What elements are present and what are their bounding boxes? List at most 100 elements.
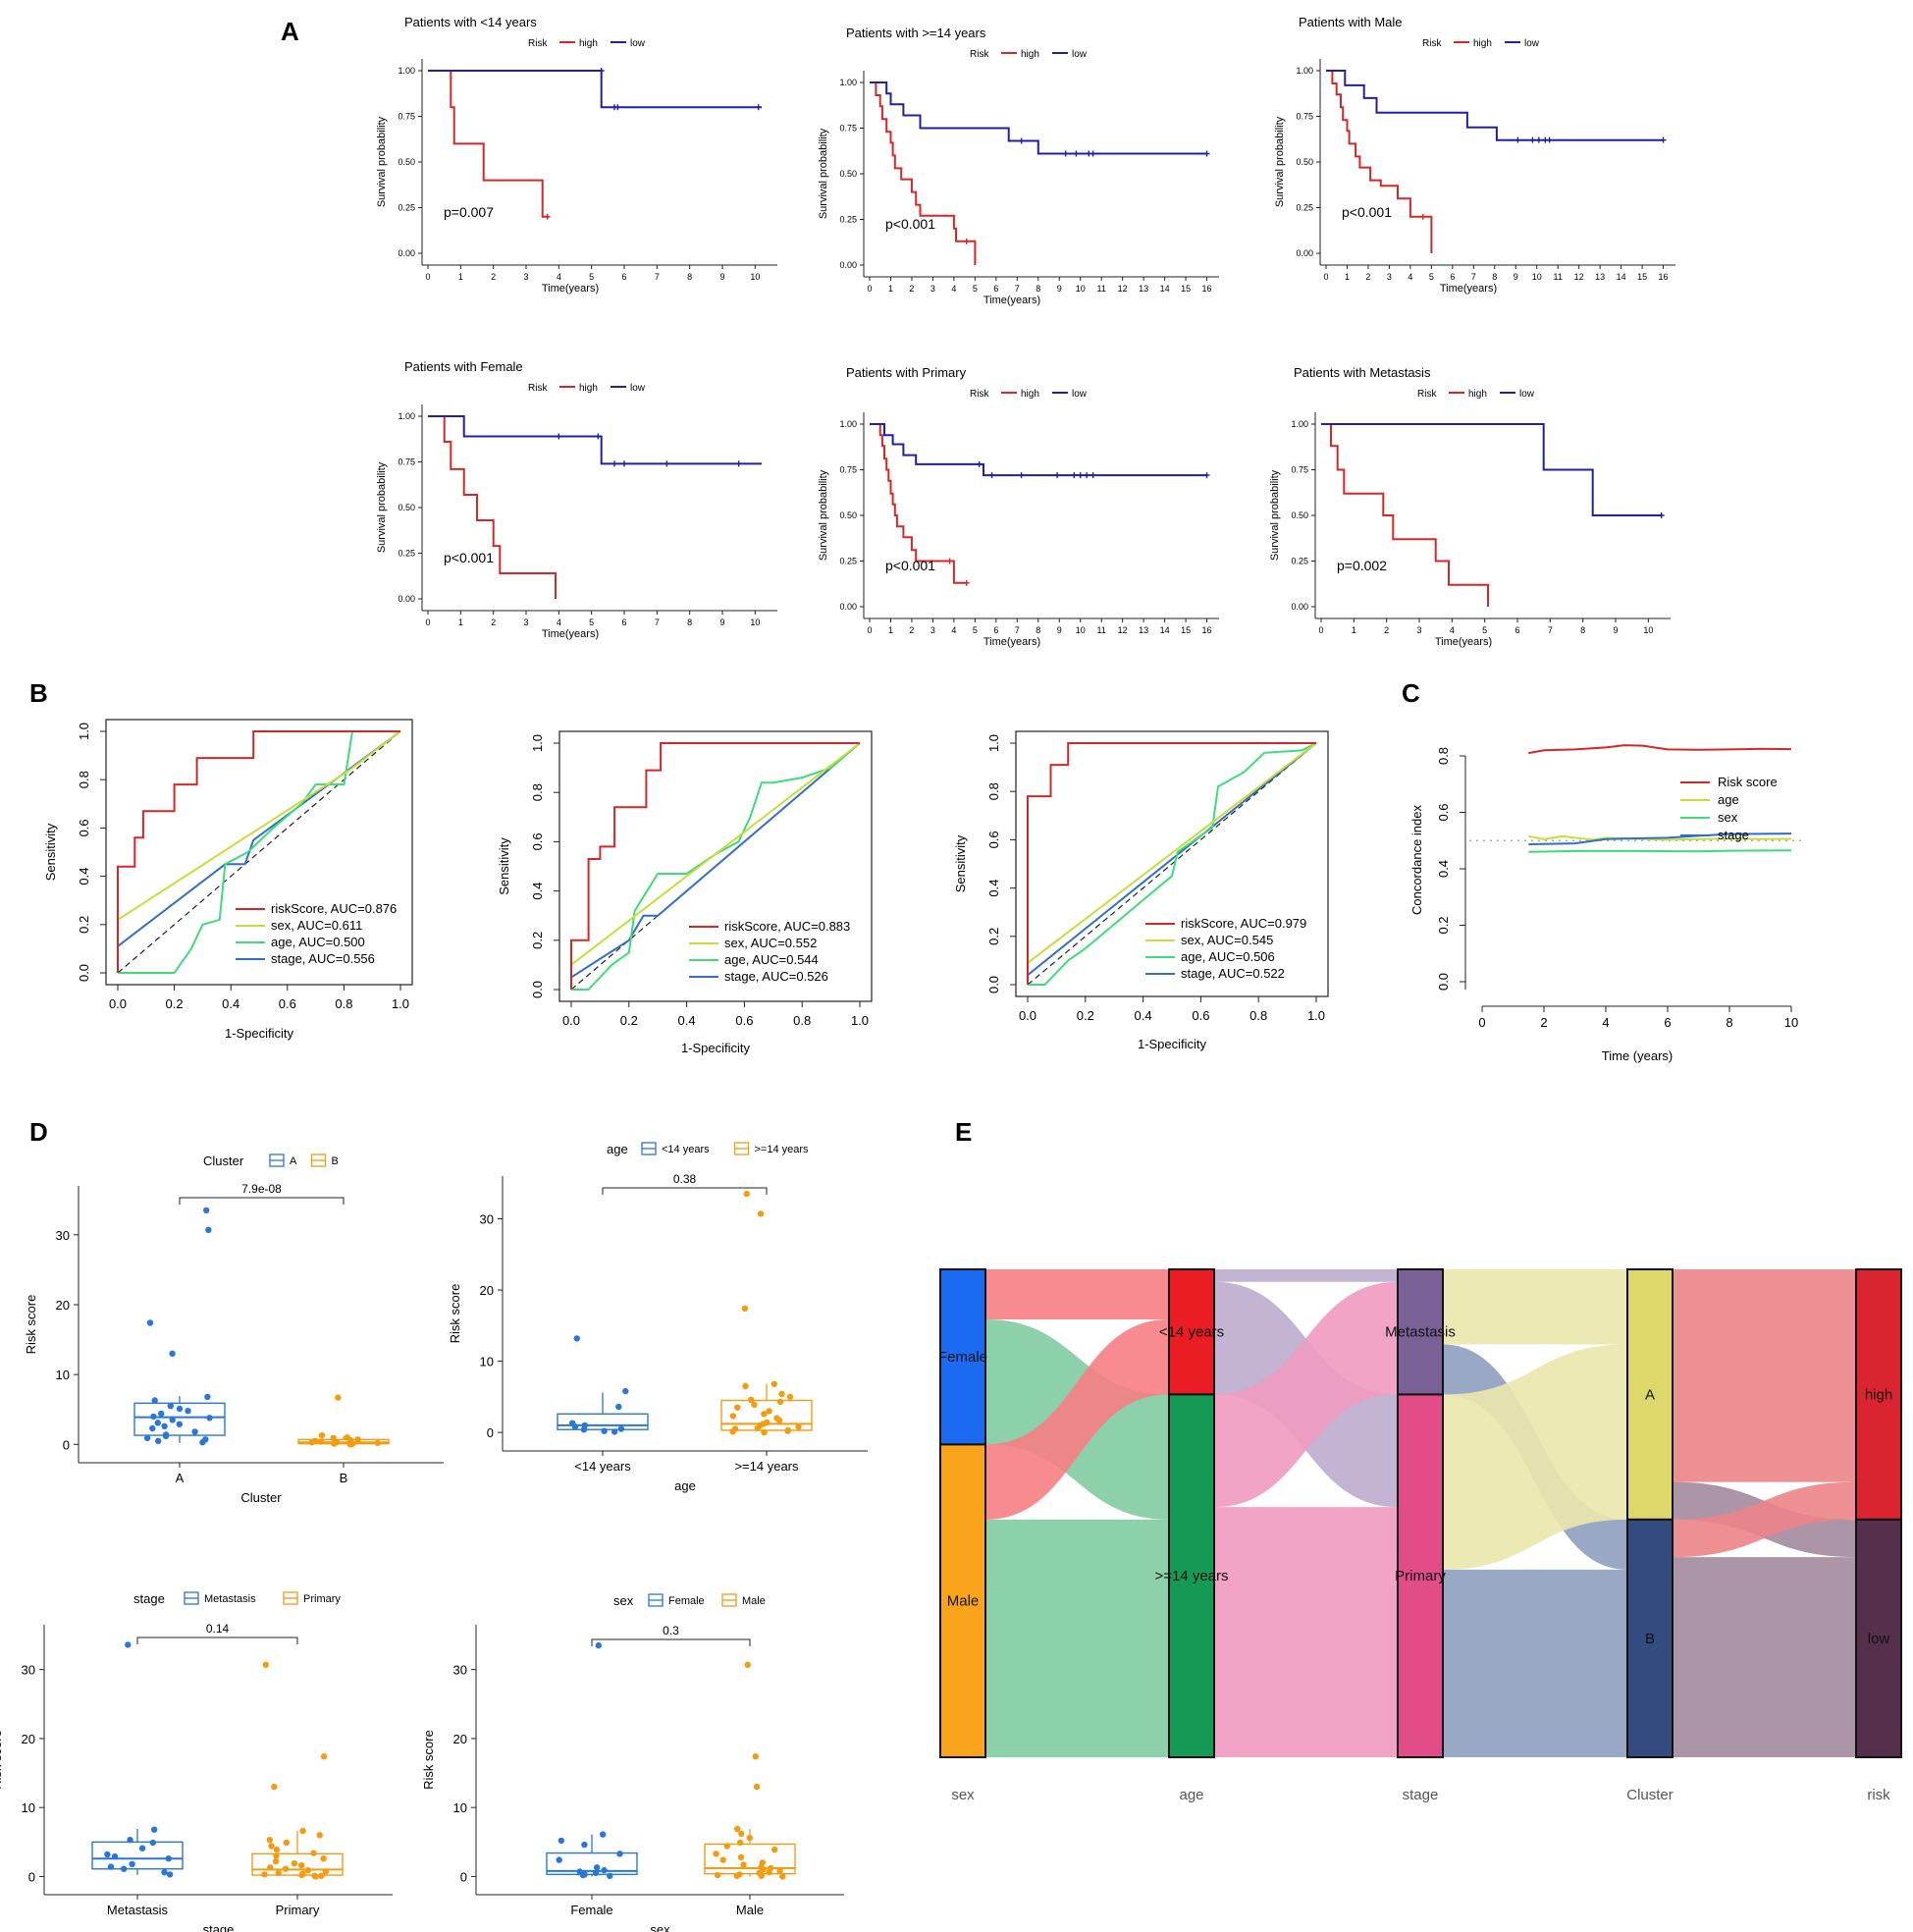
- roc-plot-frame: [558, 730, 873, 1002]
- km-curve-low: [428, 415, 762, 465]
- box-legend-title: stage: [133, 1591, 165, 1606]
- box-legend-label: Metastasis: [204, 1593, 256, 1605]
- sankey-axis-label: Cluster: [1626, 1787, 1674, 1803]
- box-p-value: 0.3: [663, 1624, 679, 1637]
- sankey-flow: [985, 1269, 1169, 1319]
- roc-x-axis-label: 1-Specificity: [225, 1026, 294, 1041]
- box-data-point: [121, 1865, 128, 1872]
- km-x-tick-label: 8: [1492, 272, 1497, 282]
- box-data-point: [330, 1434, 337, 1442]
- box-data-point: [734, 1825, 741, 1833]
- km-x-tick-label: 5: [589, 617, 594, 627]
- km-x-tick-label: 1: [888, 284, 893, 294]
- km-legend-title: Risk: [528, 38, 548, 49]
- box-data-point: [741, 1305, 749, 1313]
- box-data-point: [776, 1867, 783, 1875]
- box-x-tick-label: >=14 years: [734, 1459, 799, 1474]
- cindex-legend-label: age: [1718, 792, 1739, 807]
- box-data-point: [571, 1423, 579, 1430]
- roc-x-tick-label: 0.0: [562, 1013, 580, 1028]
- box-data-point: [715, 1871, 721, 1879]
- box-significance-bracket: [136, 1637, 298, 1644]
- box-data-point: [740, 1861, 747, 1868]
- roc-x-tick-label: 0.6: [279, 996, 296, 1011]
- sankey-node: [1168, 1393, 1215, 1759]
- roc-diagonal: [117, 730, 401, 974]
- km-censor-mark-low: [755, 104, 762, 111]
- km-y-tick-label: 0.00: [398, 594, 415, 604]
- box-data-point: [271, 1783, 278, 1791]
- box-data-point: [282, 1865, 290, 1872]
- box-legend-label: <14 years: [662, 1144, 710, 1155]
- km-x-tick-label: 10: [1643, 625, 1653, 635]
- box-data-point: [176, 1421, 183, 1427]
- roc-y-tick-label: 0.6: [986, 831, 1001, 848]
- km-censor-mark-low: [1203, 472, 1210, 479]
- km-p-value: p<0.001: [444, 550, 494, 565]
- km-title: Patients with >=14 years: [846, 26, 986, 40]
- roc-legend-label: sex, AUC=0.545: [1181, 933, 1273, 947]
- roc-curve: [1028, 742, 1317, 986]
- km-chart-4: Patients with Female Risk high low 0.00 0.25 0…: [376, 359, 777, 640]
- km-censor-mark-low: [621, 460, 627, 467]
- km-x-tick-label: 1: [888, 625, 893, 635]
- km-legend-label-low: low: [1524, 38, 1540, 49]
- box-data-point: [751, 1401, 758, 1409]
- km-y-tick-label: 0.00: [839, 260, 857, 270]
- roc-x-axis-label: 1-Specificity: [1138, 1037, 1207, 1051]
- box-data-point: [775, 1417, 783, 1424]
- box-data-point: [268, 1843, 275, 1850]
- roc-legend-label: sex, AUC=0.611: [271, 918, 362, 933]
- sankey-flow: [1214, 1269, 1398, 1282]
- roc-chart-1: 0.0 0.0 0.2 0.2 0.4 0.4 0.6 0.6 0.8 0.8 1.0 1.0 1-Sp…: [43, 719, 413, 1041]
- box-y-tick-label: 10: [22, 1800, 35, 1815]
- km-legend-label-high: high: [579, 383, 598, 394]
- box-data-point: [573, 1335, 580, 1342]
- km-x-tick-label: 0: [425, 272, 430, 282]
- box-y-axis-label: Risk score: [0, 1730, 4, 1790]
- roc-y-tick-label: 0.8: [530, 783, 545, 801]
- km-x-tick-label: 12: [1118, 625, 1128, 635]
- cindex-y-tick-label: 0.0: [1436, 973, 1451, 991]
- box-data-point: [318, 1872, 325, 1880]
- km-x-tick-label: 0: [425, 617, 430, 627]
- km-y-tick-label: 1.00: [1296, 66, 1313, 76]
- roc-y-tick-label: 1.0: [986, 734, 1001, 752]
- box-legend-label: Male: [742, 1595, 766, 1607]
- km-y-axis-label: Survival probability: [818, 469, 829, 561]
- box-data-point: [161, 1422, 168, 1430]
- box-data-point: [169, 1350, 176, 1358]
- box-y-tick-label: 20: [56, 1298, 70, 1313]
- km-censor-mark-low: [1660, 136, 1667, 143]
- km-x-tick-label: 9: [1514, 272, 1518, 282]
- km-x-tick-label: 7: [1471, 272, 1476, 282]
- km-curve-low: [1326, 70, 1664, 141]
- roc-chart-2: 0.0 0.0 0.2 0.2 0.4 0.4 0.6 0.6 0.8 0.8 1.0 1.0 1-Sp…: [497, 730, 873, 1055]
- roc-x-tick-label: 1.0: [392, 996, 409, 1011]
- km-y-tick-label: 0.25: [839, 557, 857, 566]
- km-legend-title: Risk: [1422, 38, 1442, 49]
- cindex-x-tick-label: 0: [1478, 1015, 1485, 1030]
- km-title: Patients with Metastasis: [1294, 365, 1431, 380]
- km-y-tick-label: 0.50: [839, 510, 857, 520]
- box-data-point: [757, 1210, 765, 1217]
- sankey-node: [1626, 1518, 1674, 1759]
- km-x-tick-label: 10: [750, 272, 760, 282]
- box-data-point: [786, 1393, 794, 1401]
- box-legend-label: Primary: [303, 1593, 341, 1605]
- km-x-tick-label: 1: [1352, 625, 1356, 635]
- box-data-point: [771, 1380, 777, 1388]
- box-p-value: 7.9e-08: [241, 1182, 282, 1196]
- km-y-tick-label: 0.75: [839, 124, 857, 134]
- sankey-node-label: Primary: [1395, 1568, 1446, 1584]
- box-data-point: [761, 1428, 768, 1436]
- km-x-tick-label: 2: [909, 284, 914, 294]
- km-curve-high: [870, 81, 977, 265]
- box-legend-title: age: [607, 1142, 628, 1156]
- boxplot-chart-1: 0 10 20 30 Risk score Cluster Cluster A B 7.9e-08…: [24, 1154, 444, 1505]
- roc-y-tick-label: 0.2: [77, 916, 91, 934]
- roc-plot-frame: [1015, 730, 1329, 997]
- km-x-tick-label: 2: [1384, 625, 1389, 635]
- km-x-tick-label: 7: [1015, 284, 1020, 294]
